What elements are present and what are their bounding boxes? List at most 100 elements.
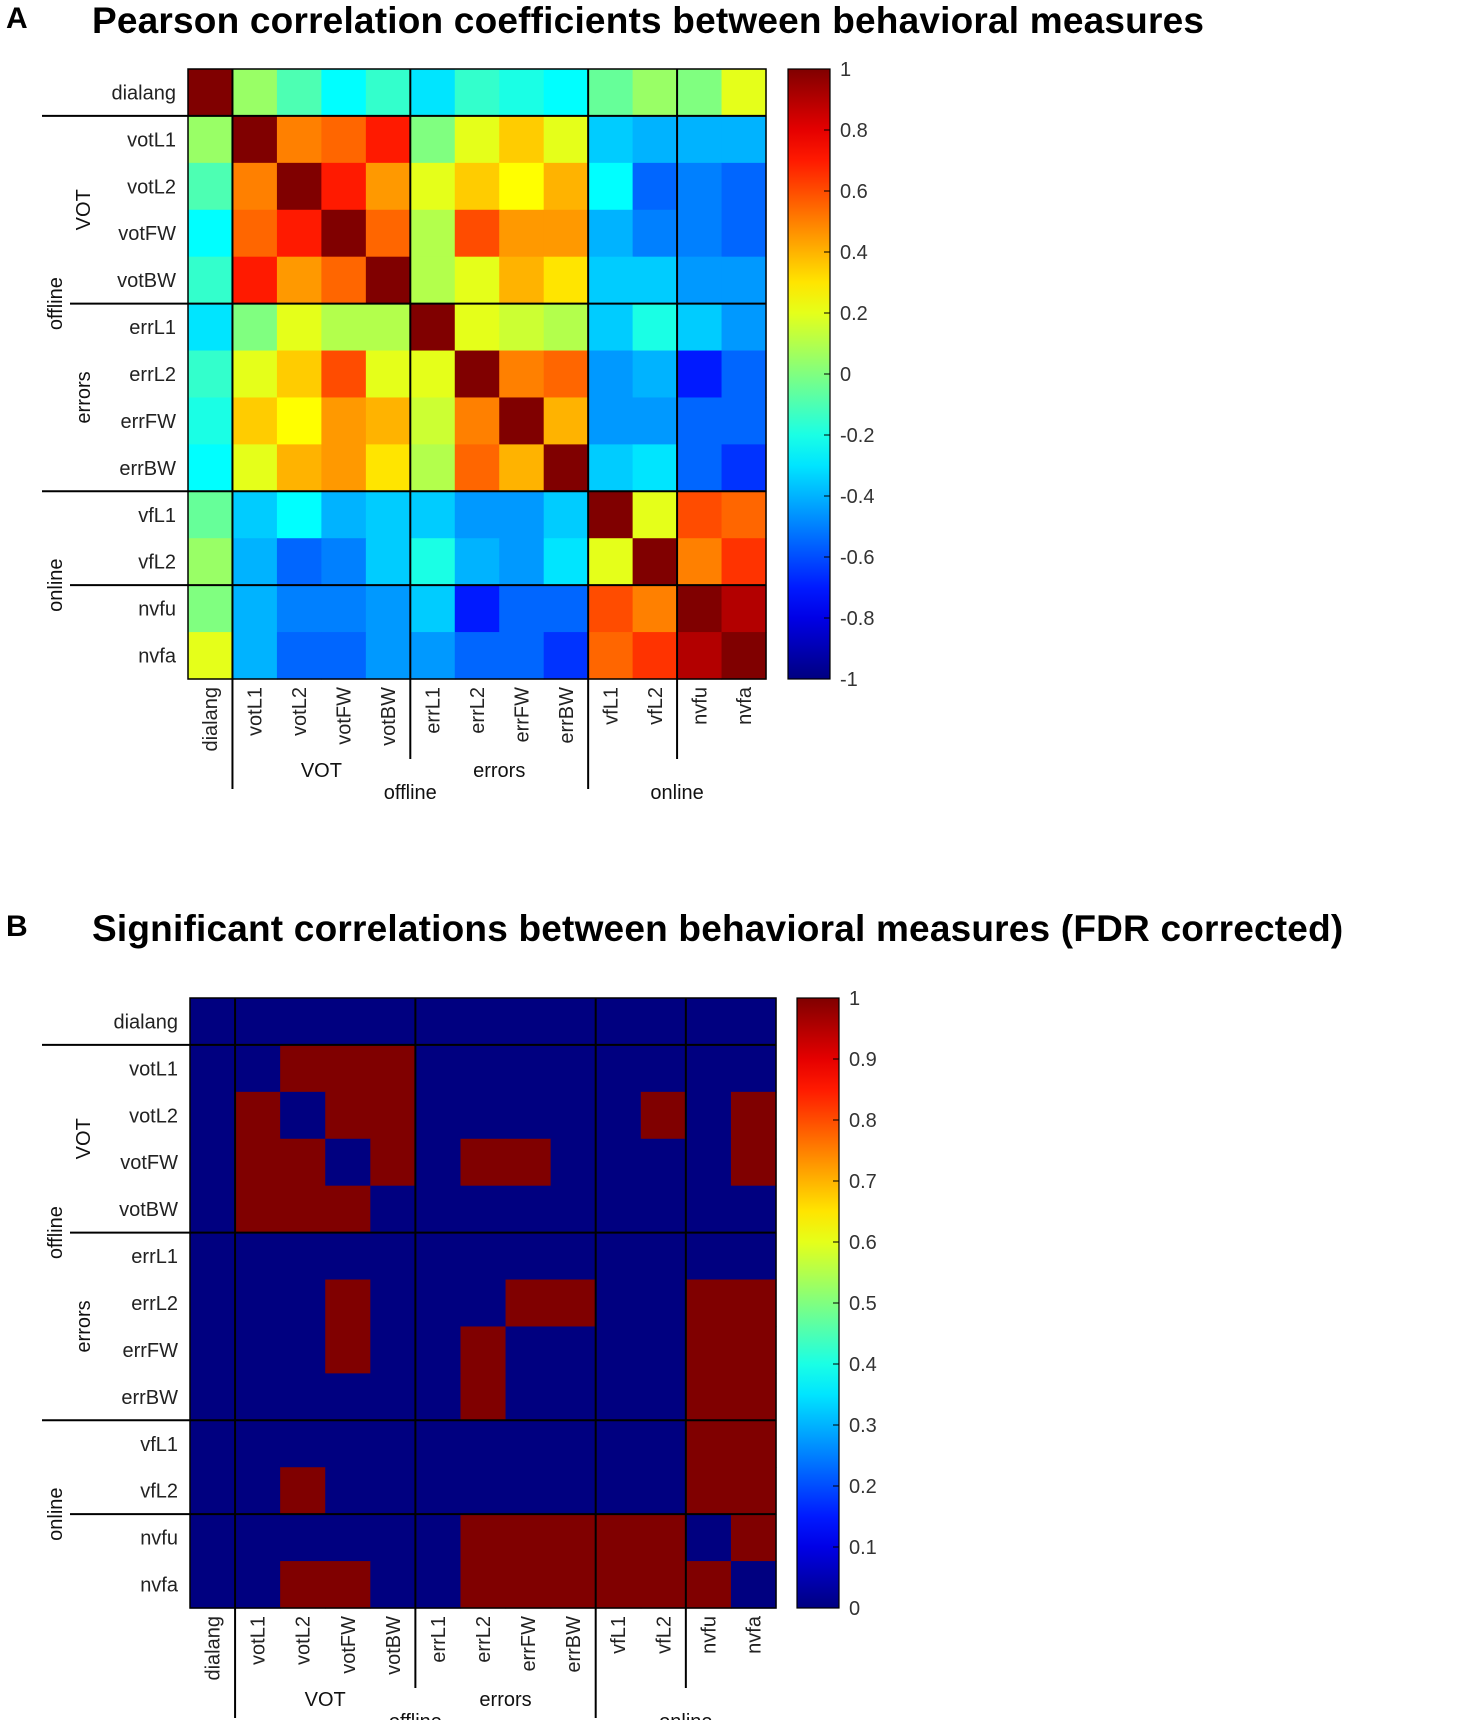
- heatmap-cell: [460, 1326, 507, 1374]
- heatmap-cell: [280, 1420, 326, 1468]
- heatmap-cell: [721, 209, 767, 258]
- heatmap-cell: [550, 1326, 597, 1374]
- heatmap-cell: [543, 162, 589, 211]
- heatmap-cell: [685, 1467, 732, 1515]
- colorbar-tick-label: 0.6: [840, 181, 868, 203]
- colorbar-tick-label: 0.3: [849, 1415, 877, 1437]
- heatmap-cell: [543, 350, 589, 399]
- heatmap-cell: [370, 1467, 416, 1515]
- heatmap-cell: [454, 256, 500, 305]
- row-label: errL2: [129, 364, 176, 386]
- column-label: dialang: [203, 1616, 225, 1681]
- heatmap-cell: [677, 585, 723, 633]
- row-label: errFW: [120, 411, 176, 433]
- heatmap-cell: [190, 1279, 236, 1328]
- heatmap-cell: [543, 209, 589, 258]
- heatmap-cell: [235, 1467, 281, 1515]
- heatmap-cell: [505, 1232, 552, 1281]
- heatmap-cell: [588, 303, 634, 352]
- heatmap-cell: [188, 69, 234, 117]
- heatmap-cell: [505, 1420, 552, 1468]
- heatmap-cell: [677, 397, 723, 445]
- heatmap-cell: [365, 491, 411, 539]
- column-label: dialang: [200, 687, 222, 752]
- heatmap-cell: [415, 1138, 462, 1187]
- colorbar-tick-label: 0.1: [849, 1537, 877, 1559]
- heatmap-cell: [677, 632, 723, 680]
- heatmap-cell: [188, 444, 234, 492]
- heatmap-cell: [588, 397, 634, 445]
- panel-title: Pearson correlation coefficients between…: [92, 0, 1205, 41]
- heatmap-cell: [276, 491, 322, 539]
- row-label: dialang: [111, 82, 176, 104]
- heatmap-cell: [632, 162, 678, 211]
- heatmap-cell: [460, 1044, 507, 1093]
- heatmap-cell: [190, 1561, 236, 1609]
- heatmap-cell: [640, 1279, 687, 1328]
- heatmap-cell: [235, 1044, 281, 1093]
- heatmap-cell: [721, 585, 767, 633]
- heatmap-cell: [550, 1279, 597, 1328]
- heatmap-cell: [370, 1091, 416, 1140]
- heatmap-cell: [460, 1420, 507, 1468]
- heatmap-cell: [232, 69, 278, 117]
- heatmap-cell: [632, 115, 678, 164]
- colorbar-tick-label: -0.4: [840, 486, 874, 508]
- heatmap-cell: [280, 1091, 326, 1140]
- heatmap-cell: [321, 538, 367, 586]
- heatmap-cell: [235, 1561, 281, 1609]
- heatmap-cell: [730, 1467, 777, 1515]
- column-label: errL1: [428, 1616, 450, 1663]
- heatmap-cell: [730, 1514, 777, 1562]
- heatmap-cell: [365, 162, 411, 211]
- heatmap-cell: [499, 444, 545, 492]
- heatmap-cell: [550, 1420, 597, 1468]
- heatmap-cell: [640, 1514, 687, 1562]
- row-label: vfL2: [140, 1481, 178, 1503]
- heatmap-cell: [677, 303, 723, 352]
- row-label: errL1: [131, 1246, 178, 1268]
- heatmap-cell: [321, 350, 367, 399]
- heatmap-cell: [460, 998, 507, 1046]
- heatmap-cell: [325, 1373, 371, 1421]
- heatmap-cell: [410, 209, 456, 258]
- heatmap-cell: [730, 1091, 777, 1140]
- heatmap-cell: [365, 115, 411, 164]
- group-label: VOT: [73, 1118, 95, 1159]
- heatmap-cell: [188, 303, 234, 352]
- heatmap-cell: [235, 1373, 281, 1421]
- heatmap-cell: [365, 538, 411, 586]
- heatmap-cell: [280, 1232, 326, 1281]
- heatmap-cell: [370, 998, 416, 1046]
- colorbar-tick-label: -0.6: [840, 547, 874, 569]
- heatmap-cell: [325, 1279, 371, 1328]
- heatmap-cell: [721, 491, 767, 539]
- column-label: nvfu: [689, 687, 711, 725]
- heatmap-cell: [276, 444, 322, 492]
- significance-heatmap: dialang votL1 votL2 votFW votBW errL1 errL2 err…: [42, 988, 877, 1720]
- colorbar-tick-label: 0: [849, 1598, 860, 1620]
- heatmap-cell: [730, 1044, 777, 1093]
- heatmap-cell: [365, 303, 411, 352]
- heatmap-cell: [365, 444, 411, 492]
- heatmap-cell: [460, 1232, 507, 1281]
- heatmap-cell: [365, 397, 411, 445]
- heatmap-cell: [454, 350, 500, 399]
- heatmap-cell: [730, 1232, 777, 1281]
- heatmap-cell: [505, 1561, 552, 1609]
- heatmap-cell: [454, 303, 500, 352]
- colorbar-tick-label: -0.2: [840, 425, 874, 447]
- heatmap-cell: [721, 256, 767, 305]
- heatmap-cell: [454, 162, 500, 211]
- heatmap-cell: [235, 1420, 281, 1468]
- column-label: errFW: [511, 687, 533, 743]
- heatmap-cell: [505, 1279, 552, 1328]
- heatmap-cell: [280, 1138, 326, 1187]
- column-label: votFW: [334, 687, 356, 745]
- heatmap-cell: [640, 998, 687, 1046]
- heatmap-cell: [410, 444, 456, 492]
- group-label: errors: [479, 1689, 531, 1711]
- row-label: votFW: [120, 1152, 178, 1174]
- heatmap-cell: [595, 998, 642, 1046]
- heatmap-cell: [280, 1279, 326, 1328]
